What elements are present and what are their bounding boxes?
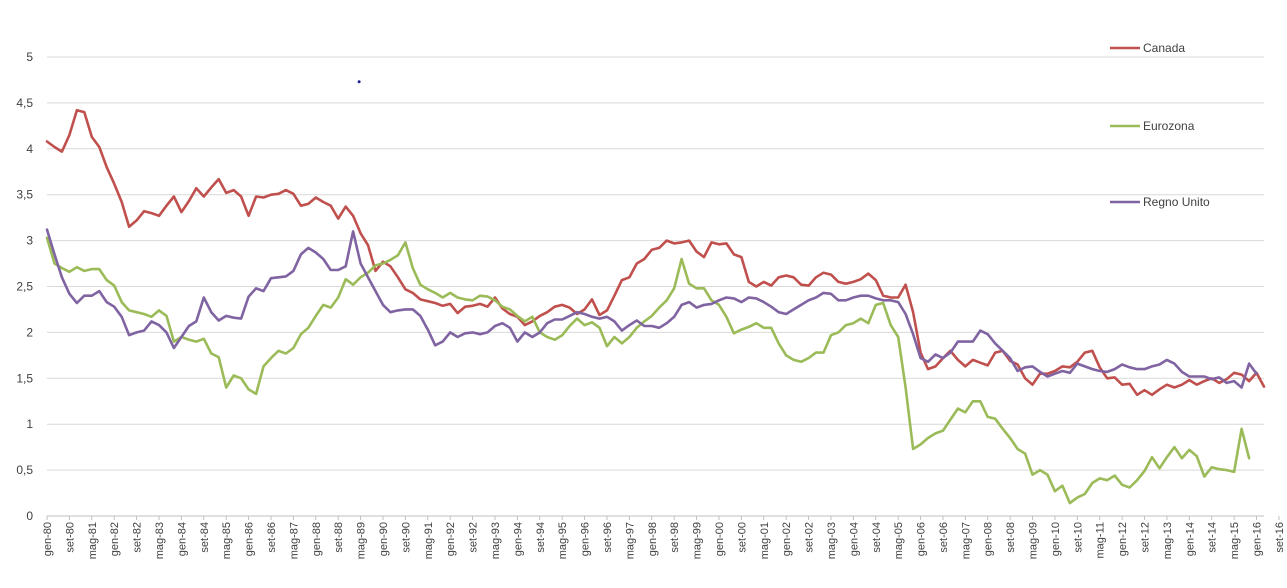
x-tick-label: set-00 [736,522,748,553]
x-tick-label: set-82 [132,522,144,553]
x-tick-label: mag-83 [154,522,166,559]
legend-label-eurozona: Eurozona [1143,119,1195,133]
x-tick-label: set-08 [1005,522,1017,553]
series-lines [45,108,1266,505]
x-tick-label: gen-82 [109,522,121,556]
x-tick-label: gen-90 [378,522,390,556]
y-tick-label: 2,5 [16,280,33,294]
y-tick-label: 4 [26,142,33,156]
x-tick-label: gen-84 [176,522,188,556]
x-tick-label: set-02 [804,522,816,553]
x-tick-label: gen-02 [781,522,793,556]
x-tick-label: mag-11 [1095,522,1107,558]
y-tick-label: 2 [26,325,33,339]
x-tick-label: mag-85 [221,522,233,559]
y-tick-label: 0,5 [16,463,33,477]
x-tick-label: set-06 [938,522,950,553]
x-tick-label: mag-87 [288,522,300,559]
x-tick-label: gen-92 [445,522,457,556]
x-tick-label: mag-03 [826,522,838,559]
x-tick-label: gen-10 [1050,522,1062,556]
x-tick-label: mag-99 [692,522,704,559]
x-tick-label: gen-98 [647,522,659,556]
x-tick-label: gen-12 [1117,522,1129,556]
x-tick-label: mag-81 [87,522,99,559]
x-tick-label: mag-95 [557,522,569,559]
gridlines [47,56,1264,471]
x-tick-label: set-84 [199,522,211,553]
x-tick-label: mag-15 [1229,522,1241,559]
x-tick-label: gen-14 [1184,522,1196,556]
x-tick-label: gen-94 [512,522,524,556]
legend-label-canada: Canada [1143,41,1185,55]
x-tick-label: mag-13 [1162,522,1174,559]
series-line-canada [45,108,1266,397]
y-tick-label: 3 [26,234,33,248]
x-tick-label: gen-16 [1252,522,1264,556]
series-line-eurozona [45,236,1251,505]
x-tick-label: set-90 [400,522,412,553]
legend-label-regno-unito: Regno Unito [1143,195,1210,209]
y-axis-tick-labels: 0 0,5 1 1,5 2 2,5 3 3,5 4 4,5 5 [16,50,33,523]
y-tick-label: 3,5 [16,188,33,202]
x-tick-label: set-98 [669,522,681,553]
x-tick-label: gen-86 [244,522,256,556]
x-tick-label: set-14 [1207,522,1219,553]
legend: Canada Eurozona Regno Unito [1110,41,1210,209]
x-tick-label: set-80 [64,522,76,553]
y-tick-label: 1,5 [16,371,33,385]
annotations [357,80,361,84]
x-tick-label: set-04 [871,522,883,553]
series-line-regno-unito [45,228,1258,389]
x-tick-label: mag-89 [356,522,368,559]
x-tick-label: gen-00 [714,522,726,556]
x-tick-label: gen-06 [916,522,928,556]
y-tick-label: 4,5 [16,96,33,110]
x-tick-label: set-16 [1274,522,1286,553]
x-tick-label: gen-96 [580,522,592,556]
x-tick-label: set-12 [1140,522,1152,553]
x-tick-label: gen-88 [311,522,323,556]
y-tick-label: 0 [26,509,33,523]
x-tick-label: mag-97 [624,522,636,559]
x-tick-label: mag-91 [423,522,435,559]
x-tick-label: set-86 [266,522,278,553]
x-tick-label: set-96 [602,522,614,553]
x-tick-label: set-92 [468,522,480,553]
y-tick-label: 5 [26,50,33,64]
x-tick-label: set-10 [1072,522,1084,553]
x-tick-label: set-94 [535,522,547,553]
x-tick-label: mag-09 [1028,522,1040,559]
x-tick-label: set-88 [333,522,345,553]
x-tick-label: mag-01 [759,522,771,559]
x-axis-tick-labels: gen-80 set-80 mag-81 gen-82 set-82 mag-83 gen-… [42,522,1286,559]
annotation-dot [357,80,361,84]
x-tick-label: gen-80 [42,522,54,556]
x-tick-label: mag-07 [960,522,972,559]
x-tick-label: gen-04 [848,522,860,556]
x-tick-label: gen-08 [983,522,995,556]
x-tick-label: mag-93 [490,522,502,559]
y-tick-label: 1 [26,417,33,431]
axes [46,515,1280,520]
x-tick-label: mag-05 [893,522,905,559]
